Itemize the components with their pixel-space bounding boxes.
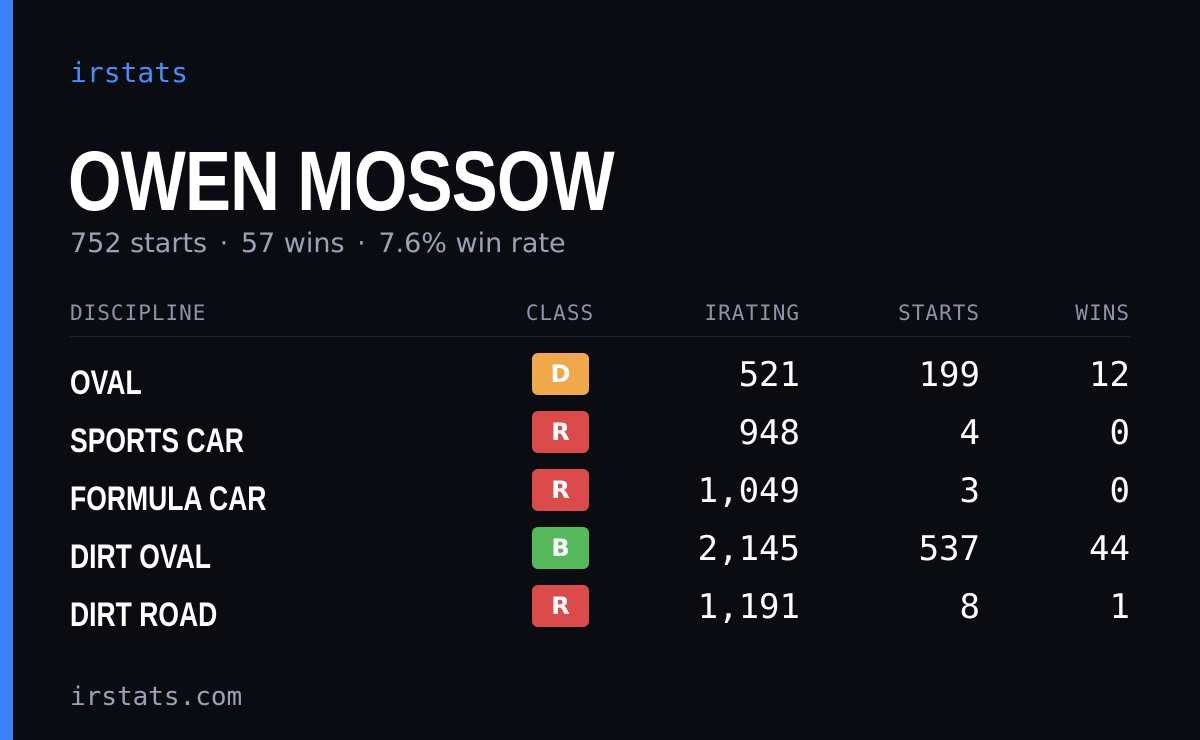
- header-starts: STARTS: [898, 301, 980, 325]
- summary-wins: 57 wins: [240, 228, 345, 259]
- row-discipline: SPORTS CAR: [70, 422, 244, 460]
- license-class-badge: B: [532, 527, 589, 569]
- row-discipline: DIRT ROAD: [70, 596, 218, 634]
- table-row: OVAL D 521 199 12: [70, 353, 1130, 411]
- license-class-badge: R: [532, 585, 589, 627]
- driver-name: OWEN MOSSOW: [68, 134, 615, 228]
- row-discipline: DIRT OVAL: [70, 538, 211, 576]
- row-wins: 0: [1109, 413, 1130, 453]
- table-row: FORMULA CAR R 1,049 3 0: [70, 469, 1130, 527]
- row-starts: 3: [959, 471, 980, 511]
- row-starts: 4: [959, 413, 980, 453]
- row-discipline: OVAL: [70, 364, 142, 402]
- row-irating: 521: [738, 355, 800, 395]
- header-discipline: DISCIPLINE: [70, 301, 207, 325]
- summary-starts: 752 starts: [70, 228, 208, 259]
- summary-win-rate: 7.6% win rate: [378, 228, 566, 259]
- row-irating: 1,049: [697, 471, 800, 511]
- table-row: DIRT OVAL B 2,145 537 44: [70, 527, 1130, 585]
- row-wins: 0: [1109, 471, 1130, 511]
- license-class-badge: R: [532, 469, 589, 511]
- header-irating: IRATING: [704, 301, 800, 325]
- table-body: OVAL D 521 199 12 SPORTS CAR R 948 4 0 F…: [70, 337, 1130, 643]
- row-discipline: FORMULA CAR: [70, 480, 267, 518]
- row-starts: 8: [959, 587, 980, 627]
- accent-bar: [0, 0, 13, 740]
- row-wins: 44: [1089, 529, 1130, 569]
- row-wins: 1: [1109, 587, 1130, 627]
- row-starts: 537: [918, 529, 980, 569]
- table-row: SPORTS CAR R 948 4 0: [70, 411, 1130, 469]
- brand-logo-text: irstats: [70, 56, 189, 89]
- table-header: DISCIPLINE CLASS IRATING STARTS WINS: [70, 296, 1130, 337]
- row-irating: 1,191: [697, 587, 800, 627]
- row-wins: 12: [1089, 355, 1130, 395]
- table-row: DIRT ROAD R 1,191 8 1: [70, 585, 1130, 643]
- row-irating: 2,145: [697, 529, 800, 569]
- stats-table: DISCIPLINE CLASS IRATING STARTS WINS OVA…: [70, 296, 1130, 643]
- summary-separator: ·: [219, 228, 229, 259]
- license-class-badge: D: [532, 353, 589, 395]
- header-class: CLASS: [525, 301, 595, 325]
- summary-separator: ·: [357, 228, 366, 259]
- footer-url: irstats.com: [70, 682, 243, 712]
- license-class-badge: R: [532, 411, 589, 453]
- header-wins: WINS: [1075, 301, 1130, 325]
- row-starts: 199: [918, 355, 980, 395]
- row-irating: 948: [738, 413, 800, 453]
- driver-summary: 752 starts · 57 wins · 7.6% win rate: [70, 226, 566, 262]
